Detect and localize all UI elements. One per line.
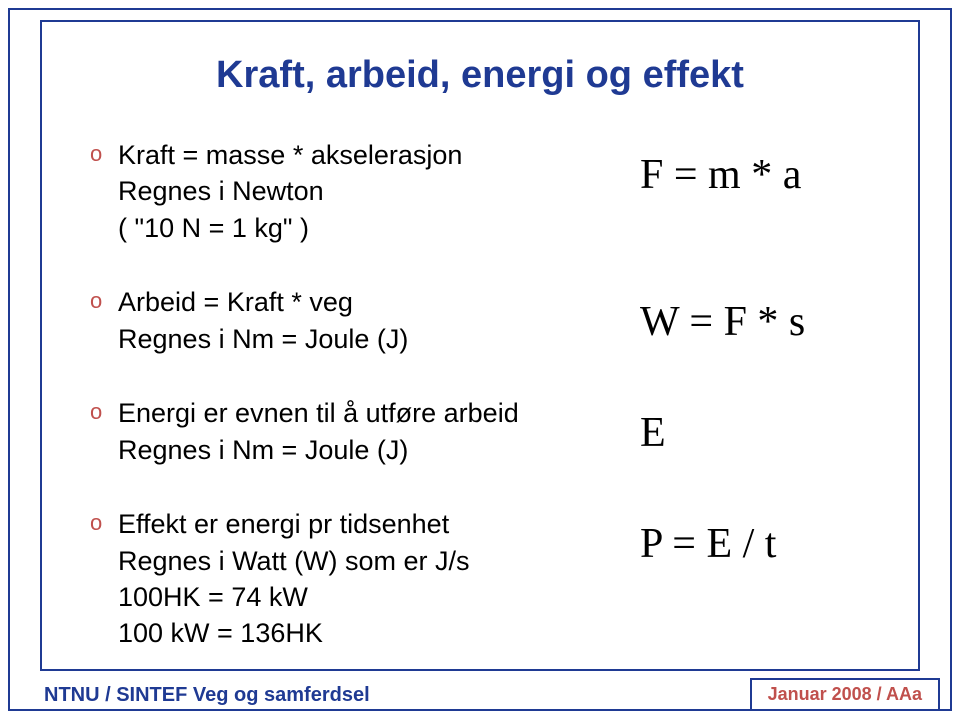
footer-date-box: Januar 2008 / AAa <box>750 678 940 711</box>
row-formula: P = E / t <box>640 506 870 567</box>
row-formula: F = m * a <box>640 137 870 198</box>
text-line: Regnes i Nm = Joule (J) <box>118 432 640 468</box>
text-line: Regnes i Watt (W) som er J/s <box>118 543 640 579</box>
bullet-marker: o <box>90 284 118 314</box>
text-line: Arbeid = Kraft * veg <box>118 284 640 320</box>
content-rows: o Kraft = masse * akselerasjon Regnes i … <box>90 137 870 652</box>
row-formula: E <box>640 395 870 456</box>
row-arbeid: o Arbeid = Kraft * veg Regnes i Nm = Jou… <box>90 284 870 357</box>
text-line: Regnes i Nm = Joule (J) <box>118 321 640 357</box>
text-line: Regnes i Newton <box>118 173 640 209</box>
text-line: Kraft = masse * akselerasjon <box>118 137 640 173</box>
footer-affiliation: NTNU / SINTEF Veg og samferdsel <box>8 684 370 711</box>
row-text: Energi er evnen til å utføre arbeid Regn… <box>118 395 640 468</box>
text-line: Energi er evnen til å utføre arbeid <box>118 395 640 431</box>
row-text: Arbeid = Kraft * veg Regnes i Nm = Joule… <box>118 284 640 357</box>
row-text: Effekt er energi pr tidsenhet Regnes i W… <box>118 506 640 652</box>
text-line: ( "10 N = 1 kg" ) <box>118 210 640 246</box>
slide-footer: NTNU / SINTEF Veg og samferdsel Januar 2… <box>8 667 952 711</box>
bullet-marker: o <box>90 137 118 167</box>
row-text: Kraft = masse * akselerasjon Regnes i Ne… <box>118 137 640 246</box>
slide-frame: Kraft, arbeid, energi og effekt o Kraft … <box>40 20 920 671</box>
text-line: Effekt er energi pr tidsenhet <box>118 506 640 542</box>
bullet-marker: o <box>90 395 118 425</box>
row-energi: o Energi er evnen til å utføre arbeid Re… <box>90 395 870 468</box>
footer-date-text: Januar 2008 / AAa <box>750 678 940 711</box>
text-line: 100 kW = 136HK <box>118 615 640 651</box>
row-kraft: o Kraft = masse * akselerasjon Regnes i … <box>90 137 870 246</box>
text-line: 100HK = 74 kW <box>118 579 640 615</box>
row-effekt: o Effekt er energi pr tidsenhet Regnes i… <box>90 506 870 652</box>
bullet-marker: o <box>90 506 118 536</box>
row-formula: W = F * s <box>640 284 870 345</box>
slide-title: Kraft, arbeid, energi og effekt <box>90 54 870 97</box>
